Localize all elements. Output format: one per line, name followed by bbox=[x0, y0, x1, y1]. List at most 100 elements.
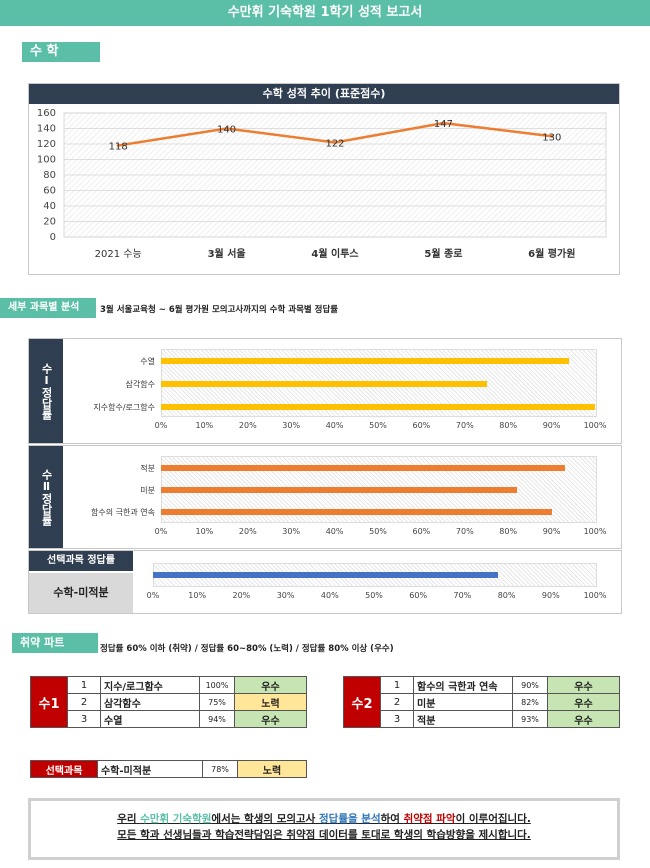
x-tick-label: 0% bbox=[154, 527, 168, 536]
y-tick-label: 60 bbox=[43, 186, 56, 197]
bar bbox=[161, 381, 487, 387]
su1-panel-label-box: 수Ⅰ정답률 bbox=[29, 339, 63, 443]
x-tick-label: 4월 이투스 bbox=[311, 247, 358, 260]
y-tick-label: 160 bbox=[37, 108, 56, 119]
y-tick-label: 0 bbox=[50, 232, 56, 243]
su2-panel: 수Ⅱ정답률 적분 미분 함수의 극한과 연속 0% 10% 20% 30% 40% 50% 60%… bbox=[28, 445, 622, 549]
footer-text: 이 이루어집니다. bbox=[455, 813, 531, 825]
x-tick-label: 10% bbox=[195, 421, 214, 430]
topic-pct: 78% bbox=[202, 760, 238, 778]
score-trend-chart: 수학 성적 추이 (표준점수) 0 20 40 60 80 100 120 140 160 202… bbox=[28, 83, 620, 275]
su2-panel-label-box: 수Ⅱ정답률 bbox=[29, 446, 63, 548]
x-tick-label: 100% bbox=[583, 527, 607, 536]
su2-weak-table: 수2 1 함수의 극한과 연속 90% 우수 2 미분 82% 우수 3 적분 … bbox=[343, 676, 620, 728]
report-title: 수만휘 기숙학원 1학기 성적 보고서 bbox=[0, 0, 650, 26]
su1-panel: 수Ⅰ정답률 수열 삼각함수 지수함수/로그함수 0% 10% 20% 30% 40% 50% 60… bbox=[28, 338, 622, 444]
y-tick-label: 20 bbox=[43, 217, 56, 228]
data-point bbox=[441, 121, 445, 125]
y-tick-label: 40 bbox=[43, 201, 56, 212]
x-tick-label: 40% bbox=[320, 591, 339, 600]
su1-weak-table: 수1 1 지수/로그함수 100% 우수 2 삼각함수 75% 노력 3 수열 … bbox=[30, 676, 307, 728]
data-point bbox=[116, 144, 120, 148]
x-tick-label: 70% bbox=[455, 421, 474, 430]
math-section-tag: 수 학 bbox=[22, 42, 100, 62]
data-point bbox=[333, 140, 337, 144]
x-tick-label: 2021 수능 bbox=[95, 248, 142, 260]
grade-badge: 우수 bbox=[547, 710, 620, 728]
detail-section-tag: 세부 과목별 분석 bbox=[0, 298, 96, 318]
footer-text: 하여 bbox=[380, 813, 404, 825]
x-tick-label: 80% bbox=[499, 421, 518, 430]
y-tick-label: 120 bbox=[37, 139, 56, 150]
bar-category-label: 수열 bbox=[140, 357, 155, 366]
x-tick-label: 90% bbox=[542, 527, 561, 536]
topic-pct: 75% bbox=[199, 693, 235, 711]
x-tick-label: 40% bbox=[325, 527, 344, 536]
grade-badge: 노력 bbox=[237, 760, 307, 778]
x-tick-label: 90% bbox=[542, 421, 561, 430]
x-tick-label: 60% bbox=[409, 591, 428, 600]
bar-category-label: 삼각함수 bbox=[125, 380, 155, 389]
footer-line-1: 우리 수만휘 기숙학원에서는 학생의 모의고사 정답률을 분석하여 취약점 파악… bbox=[31, 811, 617, 827]
bar bbox=[161, 404, 595, 410]
detail-description: 3월 서울교육청 ~ 6월 평가원 모의고사까지의 수학 과목별 정답률 bbox=[100, 305, 339, 315]
topic-name: 삼각함수 bbox=[100, 693, 200, 711]
su1-table-label: 수1 bbox=[30, 676, 68, 728]
bar-category-label: 미분 bbox=[140, 486, 155, 495]
x-tick-label: 80% bbox=[499, 527, 518, 536]
su1-panel-label: 수Ⅰ정답률 bbox=[40, 362, 53, 420]
bar-category-label: 지수함수/로그함수 bbox=[93, 403, 155, 412]
topic-pct: 94% bbox=[199, 710, 235, 728]
bar bbox=[161, 487, 517, 493]
line-chart-svg: 0 20 40 60 80 100 120 140 160 2021 수능 3월 서울 4월 이투스 5… bbox=[37, 108, 607, 260]
grade-badge: 노력 bbox=[234, 693, 307, 711]
bar bbox=[161, 509, 552, 515]
x-tick-label: 6월 평가원 bbox=[528, 247, 575, 260]
data-label: 118 bbox=[109, 142, 128, 153]
topic-pct: 93% bbox=[512, 710, 548, 728]
x-tick-label: 30% bbox=[282, 527, 301, 536]
topic-name: 함수의 극한과 연속 bbox=[413, 676, 513, 694]
grade-badge: 우수 bbox=[547, 693, 620, 711]
topic-name: 수학-미적분 bbox=[97, 760, 203, 778]
bar bbox=[153, 572, 498, 578]
footer-box: 우리 수만휘 기숙학원에서는 학생의 모의고사 정답률을 분석하여 취약점 파악… bbox=[28, 798, 620, 860]
data-label: 147 bbox=[434, 119, 453, 130]
topic-name: 미분 bbox=[413, 693, 513, 711]
row-number: 1 bbox=[380, 676, 414, 694]
x-tick-label: 60% bbox=[412, 421, 431, 430]
grade-badge: 우수 bbox=[234, 710, 307, 728]
data-label: 122 bbox=[325, 138, 344, 149]
x-tick-label: 30% bbox=[282, 421, 301, 430]
x-tick-label: 20% bbox=[238, 527, 257, 536]
topic-pct: 100% bbox=[199, 676, 235, 694]
row-number: 2 bbox=[67, 693, 101, 711]
bar-category-label: 함수의 극한과 연속 bbox=[91, 508, 155, 517]
x-tick-label: 50% bbox=[369, 421, 387, 430]
row-number: 1 bbox=[67, 676, 101, 694]
data-label: 130 bbox=[542, 132, 561, 143]
x-tick-label: 90% bbox=[541, 591, 560, 600]
x-tick-label: 10% bbox=[195, 527, 214, 536]
row-number: 3 bbox=[67, 710, 101, 728]
x-tick-label: 100% bbox=[583, 591, 607, 600]
grade-badge: 우수 bbox=[234, 676, 307, 694]
footer-text: 에서는 학생의 모의고사 bbox=[211, 813, 319, 825]
elective-title: 선택과목 정답률 bbox=[29, 551, 133, 571]
x-tick-label: 60% bbox=[412, 527, 431, 536]
x-tick-label: 20% bbox=[232, 591, 251, 600]
x-tick-label: 40% bbox=[325, 421, 344, 430]
x-tick-label: 50% bbox=[369, 527, 387, 536]
topic-name: 지수/로그함수 bbox=[100, 676, 200, 694]
weak-legend: 정답률 60% 이하 (취약) / 정답률 60~80% (노력) / 정답률 … bbox=[100, 644, 394, 654]
topic-name: 수열 bbox=[100, 710, 200, 728]
su2-table-label: 수2 bbox=[343, 676, 381, 728]
topic-name: 적분 bbox=[413, 710, 513, 728]
elective-name: 수학-미적분 bbox=[29, 573, 133, 613]
x-tick-label: 20% bbox=[238, 421, 257, 430]
x-tick-label: 30% bbox=[276, 591, 295, 600]
footer-line-2: 모든 학과 선생님들과 학습전략담임은 취약점 데이터를 토대로 학생의 학습방… bbox=[117, 829, 531, 841]
footer-academy: 수만휘 기숙학원 bbox=[140, 813, 212, 825]
x-tick-label: 3월 서울 bbox=[208, 247, 246, 260]
x-tick-label: 70% bbox=[455, 527, 474, 536]
